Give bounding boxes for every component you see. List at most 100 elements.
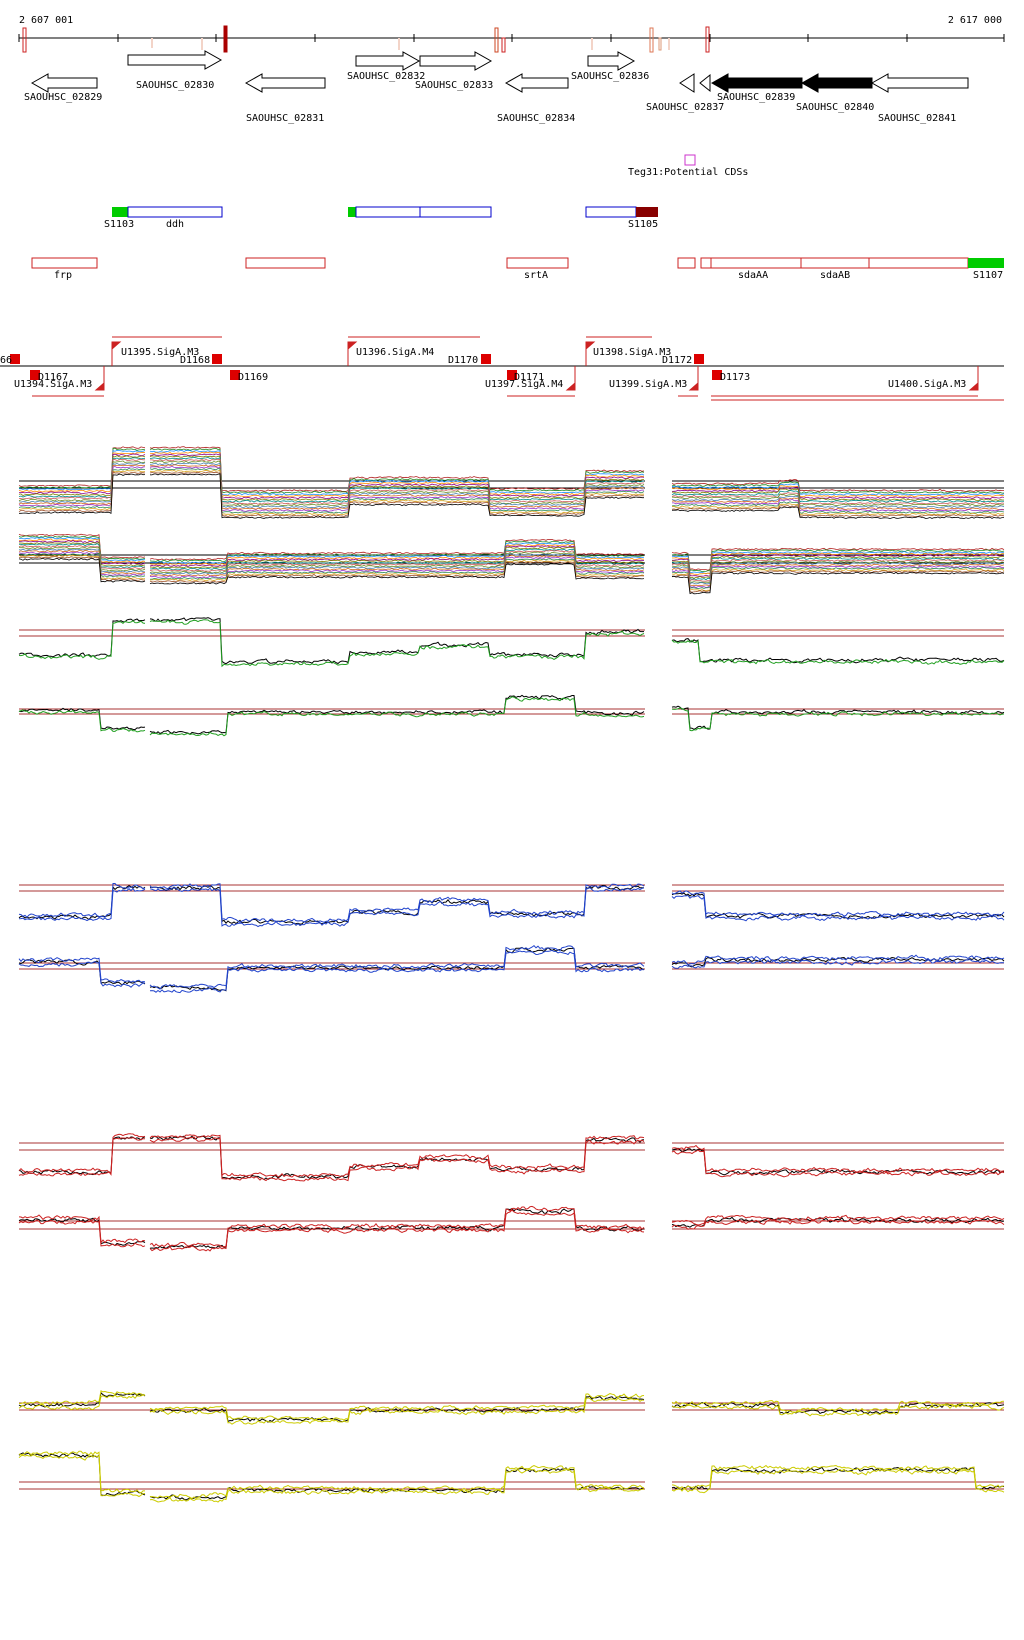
expression-line [149,1468,645,1503]
expression-line [18,462,146,504]
operon-block[interactable] [419,206,492,218]
promoter-terminator-track: U1395.SigA.M3 U1396.SigA.M4 U1398.SigA.M… [0,336,1004,401]
expression-line [149,460,645,507]
gene-label: SAOUHSC_02839 [717,92,795,103]
srta-block[interactable] [506,257,569,269]
unnamed-block[interactable] [245,257,326,269]
terminator-d1167[interactable]: D1167 [30,370,68,383]
multi-condition-reverse-panel [18,533,1005,595]
sdaab-block[interactable] [800,257,870,269]
svg-text:D1173: D1173 [720,372,750,383]
potential-cds-track: Teg31:Potential CDSs [628,154,748,178]
gene-saouhsc-02837[interactable]: SAOUHSC_02837 [646,73,724,113]
svg-text:D1167: D1167 [38,372,68,383]
s1107-label: S1107 [973,270,1003,281]
expression-line [18,1452,146,1497]
expression-line [18,540,146,565]
terminator-d1172[interactable]: D1172 [662,354,704,366]
terminator-d1171[interactable]: D1171 [507,370,544,383]
expression-line [149,561,645,583]
gene-saouhsc-02833[interactable]: SAOUHSC_02833 [415,51,493,91]
promoter-u1400[interactable]: U1400.SigA.M3 [888,366,979,391]
expression-line [18,470,146,511]
expression-line [671,495,1005,509]
gene-label: SAOUHSC_02840 [796,102,874,113]
expression-line [18,538,146,563]
terminator-d1170[interactable]: D1170 [448,354,491,366]
gene-saouhsc-02839[interactable]: SAOUHSC_02839 [710,73,803,103]
promoter-u1399[interactable]: U1399.SigA.M3 [609,366,699,391]
multi-condition-forward-panel [18,446,1005,520]
terminator-d1168[interactable]: D1168 [180,354,222,366]
gene-label: SAOUHSC_02829 [24,92,102,103]
gene-saouhsc-02832[interactable]: SAOUHSC_02832 [347,51,425,82]
expression-line [149,467,645,514]
expression-line [19,473,146,515]
gene-saouhsc-02834[interactable]: SAOUHSC_02834 [497,73,575,124]
unnamed-block[interactable] [677,257,696,269]
operon-start-block[interactable] [348,207,356,217]
promoter-u1397[interactable]: U1397.SigA.M4 [485,366,576,391]
expression-line [18,447,146,489]
expression-line [149,551,645,574]
end-coordinate: 2 617 000 [948,15,1002,26]
gene-label: SAOUHSC_02836 [571,71,649,82]
svg-text:D1168: D1168 [180,355,210,366]
srna-s1103-block[interactable] [112,207,128,217]
expression-line [18,1394,146,1411]
gene-saouhsc-02829[interactable]: SAOUHSC_02829 [24,73,102,103]
gene-saouhsc-02836[interactable]: SAOUHSC_02836 [571,51,649,82]
expression-line [149,1209,645,1252]
blue-forward-panel [18,883,1005,928]
expression-line [18,1137,145,1177]
gene-saouhsc-02831[interactable]: SAOUHSC_02831 [244,73,326,124]
gene-saouhsc-02830[interactable]: SAOUHSC_02830 [127,50,223,91]
promoter-u1395[interactable]: U1395.SigA.M3 [111,341,199,366]
expression-line [671,568,1005,591]
svg-text:D1172: D1172 [662,355,692,366]
s1107-block[interactable] [968,258,1004,268]
expression-line [18,550,146,575]
expression-line [671,490,1005,503]
terminator-d1173[interactable]: D1173 [712,370,750,383]
expression-line [149,543,645,566]
expression-tracks [18,446,1005,1503]
srna-s1105-block[interactable] [636,207,658,217]
gene-saouhsc-02840[interactable]: SAOUHSC_02840 [796,73,874,113]
expression-line [671,570,1005,593]
promoter-u1396[interactable]: U1396.SigA.M4 [347,341,434,366]
expression-line [672,562,1005,585]
expression-line [18,464,146,505]
expression-line [149,540,645,563]
unnamed-block[interactable] [868,257,969,269]
expression-line [671,1214,1005,1226]
promoter-u1398[interactable]: U1398.SigA.M3 [585,341,671,366]
expression-line [149,883,645,924]
expression-line [18,446,146,487]
ddh-block[interactable] [127,206,223,218]
expression-line [149,553,645,576]
sdaaa-block[interactable] [710,257,802,269]
unnamed-block[interactable] [700,257,712,269]
expression-line [18,552,146,578]
expression-line [149,554,645,577]
expression-line [18,1450,145,1494]
expression-line [671,493,1005,507]
expression-line [18,957,146,983]
terminator-d1169[interactable]: D1169 [230,370,268,383]
expression-line [19,543,146,568]
terminator-66[interactable]: 66 [0,354,20,366]
expression-line [671,481,1005,494]
operon-block[interactable] [355,206,421,218]
expression-line [671,488,1005,502]
svg-text:U1396.SigA.M4: U1396.SigA.M4 [356,347,434,358]
gene-saouhsc-02841[interactable]: SAOUHSC_02841 [870,73,969,124]
potential-cds-marker[interactable] [684,154,696,166]
frp-block[interactable] [31,257,98,269]
expression-line [671,890,1005,917]
expression-line [671,486,1005,500]
operon-block[interactable] [585,206,637,218]
promoter-u1394[interactable]: U1394.SigA.M3 [14,366,105,391]
expression-line [18,1454,146,1498]
expression-line [19,1390,146,1406]
